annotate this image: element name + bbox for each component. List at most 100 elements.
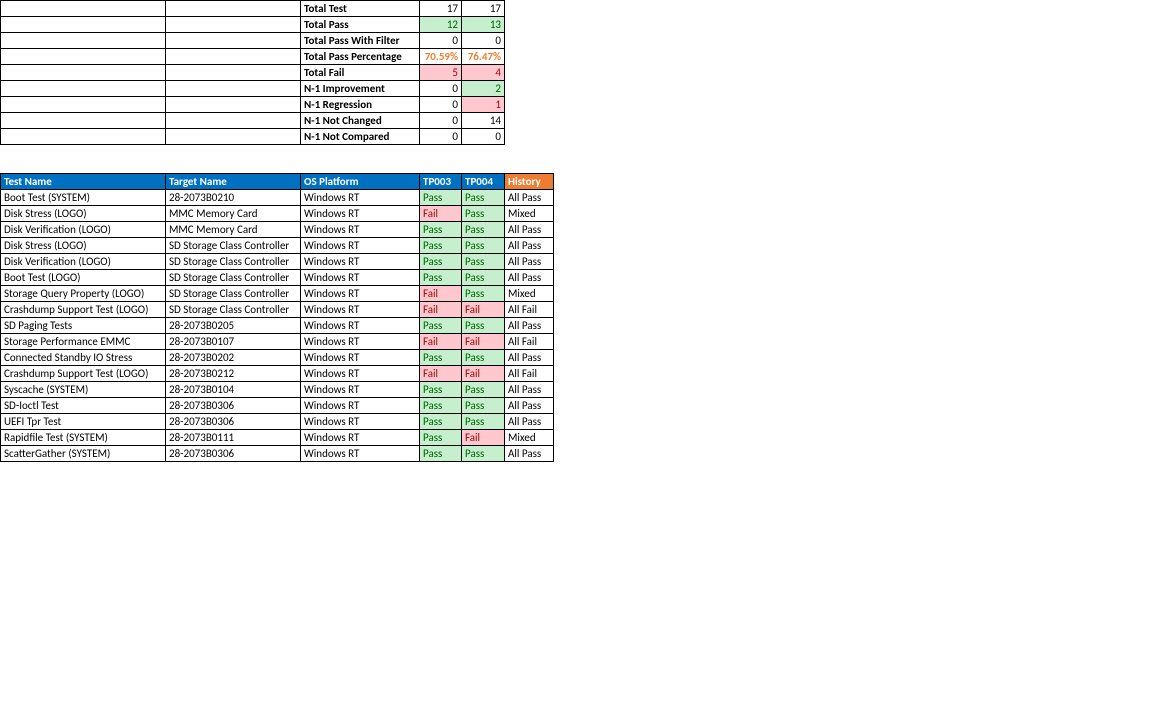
cell-os-platform[interactable]: Windows RT [301,446,420,462]
cell-test-name[interactable]: Disk Verification (LOGO) [1,222,166,238]
cell-os-platform[interactable]: Windows RT [301,206,420,222]
col-test-name[interactable]: Test Name [1,174,166,190]
cell-test-name[interactable]: Boot Test (LOGO) [1,270,166,286]
cell-os-platform[interactable]: Windows RT [301,430,420,446]
summary-value-tp004[interactable]: 14 [462,113,505,129]
cell-history[interactable]: All Pass [505,382,554,398]
cell-history[interactable]: All Fail [505,366,554,382]
cell-result-tp003[interactable]: Pass [420,350,462,366]
cell-target-name[interactable]: 28-2073B0212 [166,366,301,382]
cell-test-name[interactable]: UEFI Tpr Test [1,414,166,430]
cell-history[interactable]: Mixed [505,206,554,222]
summary-value-tp004[interactable]: 0 [462,33,505,49]
cell-result-tp004[interactable]: Pass [462,222,505,238]
cell-test-name[interactable]: Crashdump Support Test (LOGO) [1,366,166,382]
col-tp004[interactable]: TP004 [462,174,505,190]
cell-os-platform[interactable]: Windows RT [301,286,420,302]
cell-result-tp004[interactable]: Pass [462,238,505,254]
cell-test-name[interactable]: SD Paging Tests [1,318,166,334]
summary-empty-a[interactable] [1,65,166,81]
cell-result-tp003[interactable]: Pass [420,446,462,462]
cell-test-name[interactable]: Boot Test (SYSTEM) [1,190,166,206]
summary-value-tp003[interactable]: 0 [420,113,462,129]
cell-test-name[interactable]: Disk Stress (LOGO) [1,206,166,222]
summary-value-tp003[interactable]: 12 [420,17,462,33]
cell-os-platform[interactable]: Windows RT [301,190,420,206]
summary-value-tp004[interactable]: 17 [462,1,505,17]
cell-result-tp003[interactable]: Pass [420,414,462,430]
summary-value-tp004[interactable]: 4 [462,65,505,81]
cell-history[interactable]: All Pass [505,222,554,238]
summary-empty-a[interactable] [1,33,166,49]
cell-history[interactable]: Mixed [505,286,554,302]
cell-result-tp004[interactable]: Pass [462,190,505,206]
cell-result-tp004[interactable]: Fail [462,302,505,318]
cell-target-name[interactable]: SD Storage Class Controller [166,270,301,286]
summary-label[interactable]: N-1 Not Compared [301,129,420,145]
summary-empty-b[interactable] [166,17,301,33]
cell-result-tp004[interactable]: Pass [462,254,505,270]
cell-history[interactable]: All Pass [505,350,554,366]
cell-target-name[interactable]: 28-2073B0202 [166,350,301,366]
cell-result-tp003[interactable]: Fail [420,206,462,222]
cell-os-platform[interactable]: Windows RT [301,222,420,238]
cell-test-name[interactable]: Syscache (SYSTEM) [1,382,166,398]
cell-target-name[interactable]: SD Storage Class Controller [166,238,301,254]
cell-os-platform[interactable]: Windows RT [301,254,420,270]
summary-label[interactable]: Total Pass With Filter [301,33,420,49]
cell-result-tp003[interactable]: Fail [420,334,462,350]
cell-result-tp003[interactable]: Pass [420,382,462,398]
cell-target-name[interactable]: 28-2073B0210 [166,190,301,206]
cell-result-tp004[interactable]: Fail [462,430,505,446]
cell-result-tp003[interactable]: Pass [420,222,462,238]
cell-result-tp004[interactable]: Pass [462,446,505,462]
cell-os-platform[interactable]: Windows RT [301,318,420,334]
summary-value-tp004[interactable]: 1 [462,97,505,113]
cell-result-tp004[interactable]: Fail [462,334,505,350]
cell-result-tp003[interactable]: Pass [420,430,462,446]
summary-empty-a[interactable] [1,1,166,17]
cell-history[interactable]: All Pass [505,254,554,270]
summary-empty-a[interactable] [1,113,166,129]
cell-test-name[interactable]: ScatterGather (SYSTEM) [1,446,166,462]
cell-target-name[interactable]: MMC Memory Card [166,206,301,222]
col-tp003[interactable]: TP003 [420,174,462,190]
cell-target-name[interactable]: 28-2073B0111 [166,430,301,446]
summary-value-tp004[interactable]: 0 [462,129,505,145]
cell-target-name[interactable]: 28-2073B0306 [166,446,301,462]
cell-result-tp004[interactable]: Pass [462,270,505,286]
cell-test-name[interactable]: Disk Stress (LOGO) [1,238,166,254]
col-os-platform[interactable]: OS Platform [301,174,420,190]
cell-test-name[interactable]: Storage Query Property (LOGO) [1,286,166,302]
cell-test-name[interactable]: SD-Ioctl Test [1,398,166,414]
cell-result-tp003[interactable]: Pass [420,270,462,286]
summary-empty-b[interactable] [166,1,301,17]
cell-result-tp003[interactable]: Fail [420,302,462,318]
summary-empty-b[interactable] [166,97,301,113]
cell-result-tp003[interactable]: Fail [420,286,462,302]
summary-empty-b[interactable] [166,65,301,81]
cell-target-name[interactable]: 28-2073B0306 [166,398,301,414]
cell-test-name[interactable]: Rapidfile Test (SYSTEM) [1,430,166,446]
cell-history[interactable]: All Pass [505,398,554,414]
cell-os-platform[interactable]: Windows RT [301,334,420,350]
cell-history[interactable]: All Fail [505,334,554,350]
cell-result-tp003[interactable]: Pass [420,398,462,414]
cell-target-name[interactable]: 28-2073B0104 [166,382,301,398]
summary-label[interactable]: N-1 Improvement [301,81,420,97]
summary-empty-b[interactable] [166,129,301,145]
summary-empty-b[interactable] [166,49,301,65]
cell-history[interactable]: All Pass [505,238,554,254]
summary-empty-a[interactable] [1,129,166,145]
cell-result-tp004[interactable]: Pass [462,318,505,334]
cell-test-name[interactable]: Connected Standby IO Stress [1,350,166,366]
cell-os-platform[interactable]: Windows RT [301,302,420,318]
cell-os-platform[interactable]: Windows RT [301,270,420,286]
cell-target-name[interactable]: 28-2073B0205 [166,318,301,334]
cell-result-tp004[interactable]: Pass [462,414,505,430]
cell-result-tp004[interactable]: Pass [462,382,505,398]
summary-value-tp004[interactable]: 2 [462,81,505,97]
summary-value-tp003[interactable]: 5 [420,65,462,81]
col-target-name[interactable]: Target Name [166,174,301,190]
summary-value-tp004[interactable]: 76.47% [462,49,505,65]
